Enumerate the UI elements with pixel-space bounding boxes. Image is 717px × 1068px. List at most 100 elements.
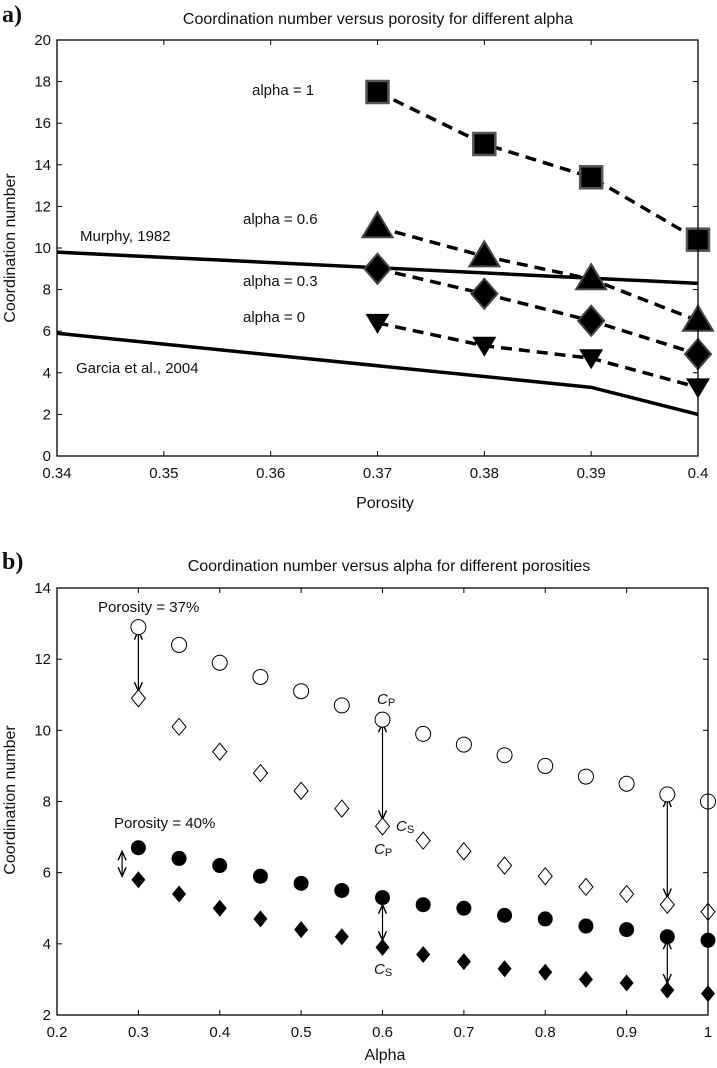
data-point-filled-circle xyxy=(171,850,187,866)
data-point-open-circle xyxy=(415,725,432,742)
panel-a-plot-frame xyxy=(56,39,699,457)
label-cp-upper: CP xyxy=(377,691,395,709)
data-point-open-circle xyxy=(577,768,594,785)
panel-b-y-tick-label: 12 xyxy=(34,651,51,668)
data-point-open-circle xyxy=(455,736,472,753)
data-point-filled-diamond xyxy=(172,885,187,903)
arrow-head-up xyxy=(117,849,127,861)
panel-a-x-tick-label: 0.4 xyxy=(688,465,709,482)
data-point-open-diamond xyxy=(130,689,147,708)
panel-a: a) Coordination number versus porosity f… xyxy=(2,2,715,512)
arrow-head-down xyxy=(117,866,127,878)
data-point-open-circle xyxy=(374,711,391,728)
panel-b-title: Coordination number versus alpha for dif… xyxy=(188,558,591,575)
panel-b-markers xyxy=(130,619,716,1003)
panel-a-y-tick-label: 2 xyxy=(43,406,51,423)
data-point-filled-diamond xyxy=(497,960,512,978)
data-point-filled-circle xyxy=(456,900,472,916)
data-point-open-circle xyxy=(293,683,310,700)
panel-a-ticks: 0.34 0.35 0.36 0.37 0.38 0.39 0.4 0 2 4 6 8 10 12 14 16… xyxy=(34,32,708,482)
panel-a-y-tick-label: 18 xyxy=(34,74,51,91)
panel-b-x-tick-label: 0.5 xyxy=(291,1024,312,1041)
label-alpha-1: alpha = 1 xyxy=(252,82,314,99)
data-point-filled-diamond xyxy=(375,938,390,956)
series-line-2 xyxy=(377,267,699,356)
label-cp-lower: CP xyxy=(374,841,392,859)
data-point-filled-circle xyxy=(375,890,390,906)
data-point-filled-circle xyxy=(578,918,594,934)
panel-b-y-tick-label: 6 xyxy=(43,865,51,882)
panel-b-arrows xyxy=(117,628,672,985)
panel-b-x-tick-label: 1 xyxy=(704,1024,712,1041)
data-point-open-diamond xyxy=(578,877,594,897)
panel-b-y-tick-label: 4 xyxy=(43,936,51,953)
panel-b: b) Coordination number versus alpha for … xyxy=(2,549,716,1064)
data-point-open-diamond xyxy=(212,742,228,761)
panel-a-title: Coordination number versus porosity for … xyxy=(183,11,573,28)
panel-b-x-tick-label: 0.9 xyxy=(616,1024,637,1041)
data-point-square xyxy=(365,79,390,105)
data-point-filled-circle xyxy=(334,882,350,898)
panel-a-x-tick-label: 0.39 xyxy=(577,465,606,482)
panel-a-y-tick-label: 4 xyxy=(43,365,51,382)
data-point-open-diamond xyxy=(252,763,269,783)
data-point-open-circle xyxy=(252,668,269,685)
panel-a-y-tick-label: 20 xyxy=(34,32,51,49)
panel-b-x-tick-label: 0.3 xyxy=(128,1024,149,1041)
panel-a-y-axis-label: Coordination number xyxy=(2,173,19,323)
data-point-filled-circle xyxy=(537,911,553,927)
data-point-filled-circle xyxy=(293,875,309,891)
data-point-open-diamond xyxy=(496,856,513,875)
panel-a-y-tick-label: 0 xyxy=(43,448,51,465)
panel-a-y-tick-label: 14 xyxy=(34,157,51,174)
data-point-filled-circle xyxy=(415,897,431,913)
data-point-open-diamond xyxy=(334,799,350,818)
data-point-open-circle xyxy=(537,757,554,774)
label-garcia-2004: Garcia et al., 2004 xyxy=(76,360,199,377)
data-point-open-diamond xyxy=(659,895,675,914)
data-point-open-diamond xyxy=(374,817,391,836)
panel-a-x-tick-label: 0.34 xyxy=(42,465,71,482)
data-point-open-diamond xyxy=(537,866,553,886)
data-point-filled-diamond xyxy=(578,970,593,988)
data-point-open-circle xyxy=(130,619,147,636)
panel-a-y-tick-label: 12 xyxy=(34,198,51,215)
panel-a-x-tick-label: 0.35 xyxy=(149,465,178,482)
panel-b-y-tick-label: 2 xyxy=(43,1007,51,1024)
data-point-square xyxy=(578,165,604,190)
data-point-filled-diamond xyxy=(538,963,553,981)
data-point-open-diamond xyxy=(456,842,472,861)
label-murphy-1982: Murphy, 1982 xyxy=(80,228,171,245)
series-line-5 xyxy=(56,331,699,417)
panel-b-x-tick-label: 0.4 xyxy=(209,1024,230,1041)
panel-a-x-axis-label: Porosity xyxy=(356,495,414,512)
data-point-filled-diamond xyxy=(253,910,268,928)
data-point-filled-circle xyxy=(130,840,146,856)
data-point-triangle-down xyxy=(579,349,604,370)
label-porosity-37: Porosity = 37% xyxy=(98,599,199,616)
data-point-triangle-down xyxy=(365,313,390,334)
panel-b-letter: b) xyxy=(2,549,23,575)
panel-a-x-tick-label: 0.38 xyxy=(470,465,499,482)
data-point-open-diamond xyxy=(415,831,431,850)
data-point-filled-diamond xyxy=(456,953,471,971)
panel-a-y-tick-label: 10 xyxy=(34,240,51,257)
series-line-1 xyxy=(377,225,699,323)
panel-b-x-axis-label: Alpha xyxy=(365,1047,406,1064)
data-point-open-diamond xyxy=(293,781,309,801)
label-cs-upper: CS xyxy=(396,818,414,836)
panel-a-y-tick-label: 6 xyxy=(43,323,51,340)
panel-b-y-tick-label: 14 xyxy=(34,580,51,597)
data-point-filled-circle xyxy=(252,868,268,884)
label-cs-lower: CS xyxy=(374,961,392,979)
data-point-open-circle xyxy=(171,636,188,653)
label-alpha-0: alpha = 0 xyxy=(243,309,305,326)
data-point-filled-diamond xyxy=(294,921,309,939)
label-alpha-0-3: alpha = 0.3 xyxy=(243,273,318,290)
panel-b-y-tick-label: 10 xyxy=(34,722,51,739)
label-porosity-40: Porosity = 40% xyxy=(114,815,215,832)
data-point-filled-circle xyxy=(659,929,675,945)
data-point-triangle-up xyxy=(574,262,608,291)
